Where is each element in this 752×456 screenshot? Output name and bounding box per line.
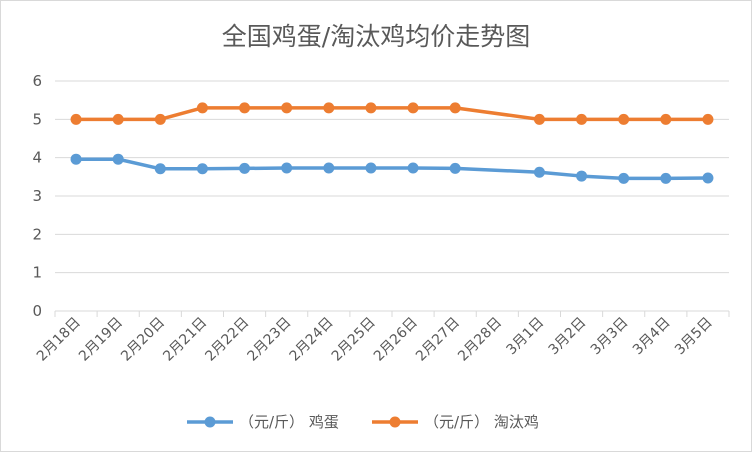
data-point [196,163,208,175]
y-axis-ticks: 0 1 2 3 4 5 6 [32,72,42,320]
data-point [449,162,461,174]
data-point [407,102,419,114]
y-tick-label: 6 [32,72,42,90]
y-tick-label: 1 [32,264,42,282]
x-tick-label: 3月1日 [504,315,548,359]
data-point [154,113,166,125]
data-point [449,102,461,114]
data-point [533,166,545,178]
series-lines [70,102,714,184]
data-point [154,163,166,175]
data-point [660,172,672,184]
data-point [660,113,672,125]
x-tick-label: 2月26日 [371,315,421,365]
x-tick-label: 2月22日 [202,315,252,365]
data-point [112,113,124,125]
data-point [70,113,82,125]
legend-label: （元/斤） 淘汰鸡 [424,413,539,431]
x-tick-label: 3月5日 [672,315,716,359]
legend-marker [204,416,216,428]
x-tick-label: 2月24日 [287,315,337,365]
x-tick-label: 3月3日 [588,315,632,359]
data-point [70,153,82,165]
data-point [365,102,377,114]
data-point [281,162,293,174]
x-tick-label: 2月25日 [329,315,379,365]
y-tick-label: 5 [32,110,42,128]
data-point [323,102,335,114]
y-tick-label: 0 [32,302,42,320]
series-line-2 [74,106,710,122]
x-tick-label: 2月19日 [76,315,126,365]
data-point [112,153,124,165]
data-point [618,172,630,184]
x-tick-label: 2月27日 [413,315,463,365]
data-point [281,102,293,114]
data-point [239,162,251,174]
data-point [365,162,377,174]
data-point [196,102,208,114]
data-point [702,172,714,184]
y-tick-label: 3 [32,187,42,205]
x-tick-label: 2月28日 [455,315,505,365]
data-point [323,162,335,174]
x-tick-label: 2月18日 [34,315,84,365]
y-tick-label: 2 [32,225,42,243]
y-tick-label: 4 [32,149,42,167]
x-tick-label: 3月2日 [546,315,590,359]
legend: （元/斤） 鸡蛋 （元/斤） 淘汰鸡 [187,413,539,431]
x-tick-label: 2月23日 [244,315,294,365]
chart-title: 全国鸡蛋/淘汰鸡均价走势图 [222,22,530,51]
x-tick-label: 2月21日 [160,315,210,365]
x-axis-ticks: 2月18日2月19日2月20日2月21日2月22日2月23日2月24日2月25日… [34,311,730,365]
data-point [618,113,630,125]
x-tick-label: 3月4日 [630,315,674,359]
data-point [576,113,588,125]
legend-label: （元/斤） 鸡蛋 [239,413,339,431]
gridlines [55,80,729,312]
x-tick-label: 2月20日 [118,315,168,365]
data-point [533,113,545,125]
data-point [702,113,714,125]
series-line-1 [74,157,710,181]
legend-marker [389,416,401,428]
data-point [576,170,588,182]
data-point [239,102,251,114]
data-point [407,162,419,174]
